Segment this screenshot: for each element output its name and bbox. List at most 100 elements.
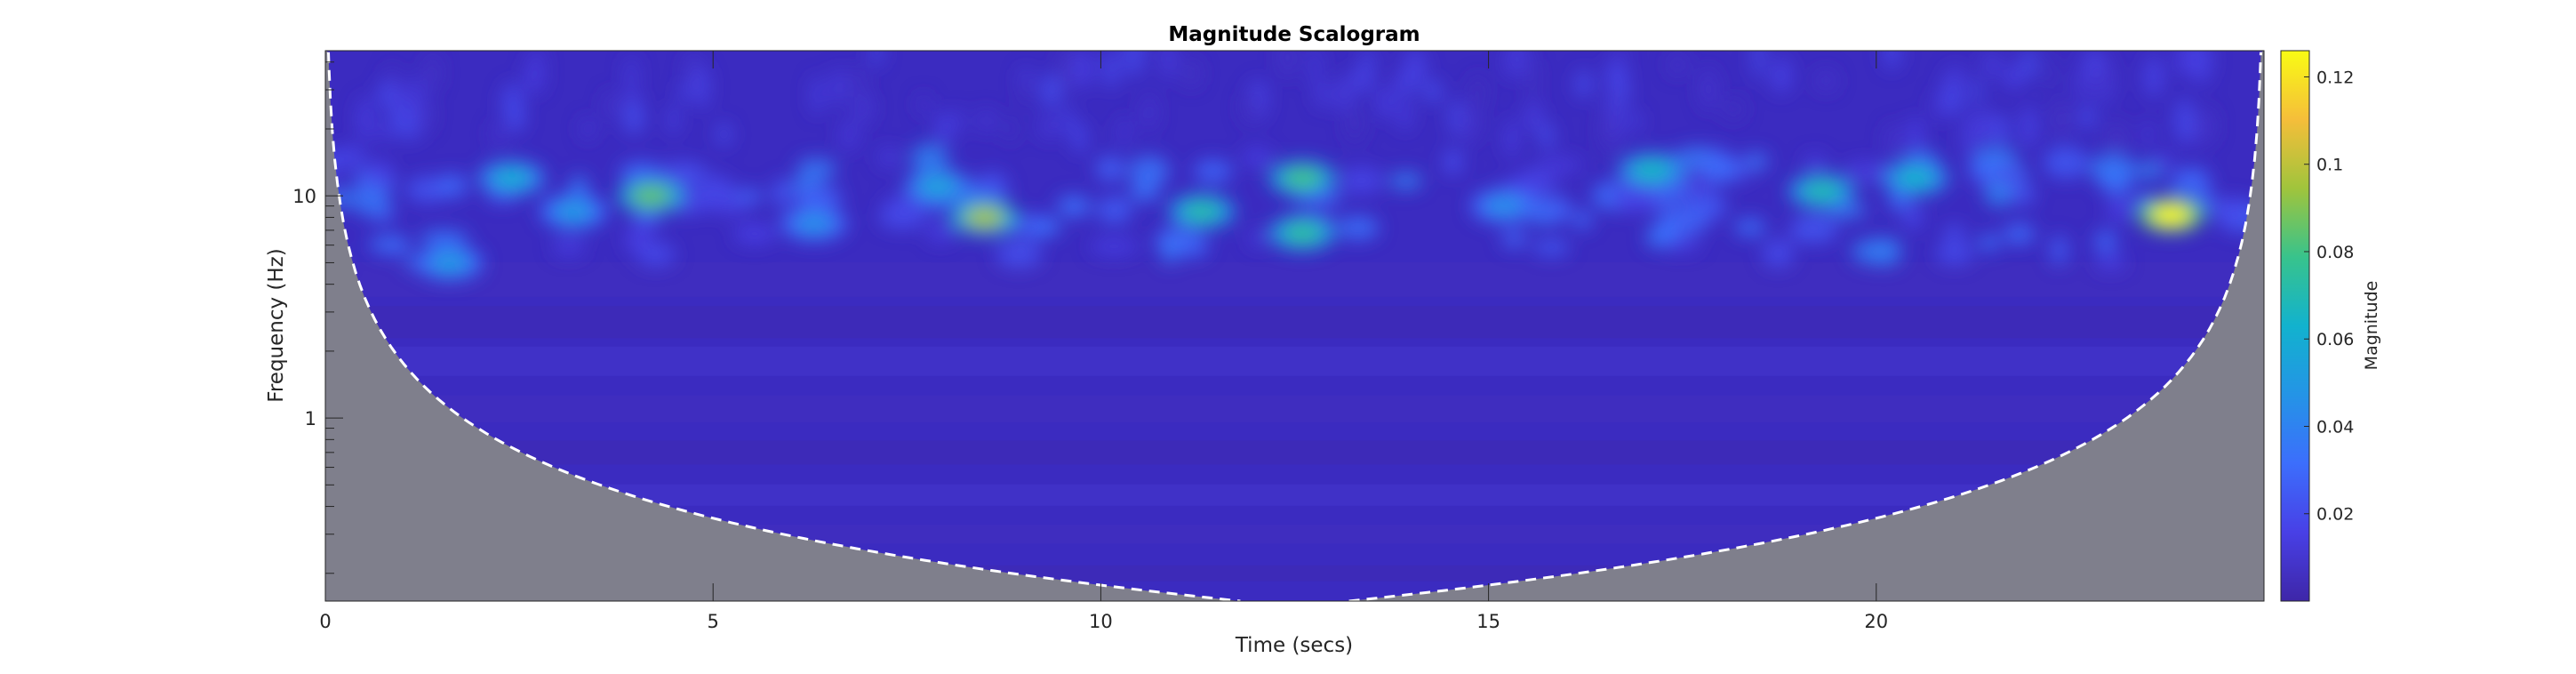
scalogram-speckle bbox=[2213, 197, 2249, 227]
scalogram-speckle bbox=[356, 96, 373, 142]
scalogram-speckle bbox=[1572, 210, 1593, 230]
scalogram-speckle bbox=[393, 90, 411, 112]
scalogram-speckle bbox=[2141, 121, 2155, 147]
scalogram-band bbox=[325, 306, 2264, 339]
scalogram-speckle bbox=[2021, 51, 2037, 79]
scalogram-speckle bbox=[1117, 116, 1132, 148]
scalogram-speckle bbox=[1160, 51, 1176, 79]
scalogram-speckle bbox=[1763, 239, 1794, 268]
scalogram-speckle bbox=[1599, 109, 1617, 155]
hotspot bbox=[554, 200, 594, 222]
scalogram-speckle bbox=[1977, 234, 2001, 252]
scalogram-speckle bbox=[351, 187, 390, 217]
scalogram-speckle bbox=[1505, 118, 1518, 159]
scalogram-speckle bbox=[2168, 178, 2212, 197]
scalogram-speckle bbox=[1868, 237, 1903, 267]
scalogram-speckle bbox=[1004, 115, 1017, 143]
scalogram-speckle bbox=[795, 185, 844, 210]
scalogram-speckle bbox=[870, 51, 883, 67]
chart-title: Magnitude Scalogram bbox=[1168, 23, 1420, 46]
scalogram-speckle bbox=[1699, 67, 1718, 111]
scalogram-speckle bbox=[1614, 51, 1627, 64]
scalogram-speckle bbox=[1041, 73, 1061, 108]
scalogram-speckle bbox=[925, 221, 956, 244]
colorbar-tick-label: 0.1 bbox=[2316, 156, 2343, 175]
scalogram-speckle bbox=[2191, 51, 2212, 84]
hotspot bbox=[492, 167, 532, 189]
y-tick-label: 10 bbox=[292, 186, 316, 207]
cone-of-influence-shading bbox=[325, 51, 2264, 601]
scalogram-speckle bbox=[1701, 153, 1741, 183]
scalogram-speckle bbox=[1388, 172, 1423, 190]
scalogram-speckle bbox=[1803, 154, 1828, 170]
scalogram-speckle bbox=[1056, 195, 1092, 217]
scalogram-speckle bbox=[936, 111, 952, 146]
colorbar-tick-label: 0.06 bbox=[2316, 330, 2354, 349]
y-axis-ticks: 1 10 bbox=[292, 61, 343, 574]
scalogram-speckle bbox=[1967, 157, 2004, 177]
scalogram-speckle bbox=[368, 235, 412, 254]
scalogram-speckle bbox=[367, 160, 394, 187]
scalogram-speckle bbox=[1141, 92, 1157, 132]
scalogram-speckle bbox=[2050, 235, 2068, 266]
scalogram-speckle bbox=[1536, 156, 1584, 174]
scalogram-speckle bbox=[1943, 224, 1965, 243]
scalogram-speckle bbox=[1423, 79, 1443, 104]
scalogram-speckle bbox=[1723, 98, 1745, 120]
scalogram-speckle bbox=[977, 108, 996, 133]
y-axis-label: Frequency (Hz) bbox=[265, 248, 288, 402]
scalogram-speckle bbox=[378, 79, 393, 111]
hotspot bbox=[794, 213, 834, 235]
scalogram-speckle bbox=[1972, 109, 1996, 142]
scalogram-speckle bbox=[328, 146, 367, 169]
scalogram-speckle bbox=[1774, 56, 1791, 94]
scalogram-speckle bbox=[1605, 84, 1622, 114]
x-axis-label: Time (secs) bbox=[1235, 634, 1353, 657]
scalogram-speckle bbox=[996, 240, 1043, 269]
colorbar: 0.02 0.04 0.06 0.08 0.1 0.12 Magnitude bbox=[2280, 50, 2381, 602]
scalogram-speckle bbox=[2074, 64, 2094, 103]
hotspot bbox=[631, 185, 671, 207]
scalogram-speckle bbox=[490, 121, 507, 147]
scalogram-speckle bbox=[1376, 87, 1395, 119]
scalogram-speckle bbox=[1038, 113, 1060, 140]
scalogram-speckle bbox=[1182, 59, 1201, 88]
x-tick-label: 10 bbox=[1089, 611, 1113, 632]
scalogram-speckle bbox=[884, 195, 925, 215]
scalogram-speckle bbox=[2135, 161, 2163, 180]
scalogram-speckle bbox=[532, 51, 544, 89]
scalogram-speckle bbox=[552, 236, 586, 257]
hotspot bbox=[1802, 180, 1842, 202]
scalogram-speckle bbox=[1309, 51, 1322, 90]
scalogram-speckle bbox=[426, 52, 440, 92]
scalogram-speckle bbox=[1089, 237, 1140, 256]
scalogram-speckle bbox=[852, 90, 874, 125]
scalogram-speckle bbox=[1402, 74, 1412, 100]
y-tick-label: 1 bbox=[305, 408, 316, 429]
colorbar-tick-label: 0.12 bbox=[2316, 68, 2354, 87]
x-tick-label: 5 bbox=[708, 611, 719, 632]
scalogram-speckle bbox=[623, 102, 644, 135]
scalogram-speckle bbox=[624, 228, 653, 253]
scalogram-speckle bbox=[580, 117, 596, 140]
scalogram-speckle bbox=[1335, 75, 1353, 113]
scalogram-speckle bbox=[975, 173, 1009, 205]
scalogram-speckle bbox=[2107, 196, 2132, 221]
scalogram-speckle bbox=[658, 162, 708, 186]
x-tick-label: 0 bbox=[319, 611, 331, 632]
scalogram-speckle bbox=[733, 223, 776, 245]
hotspot bbox=[429, 252, 469, 274]
scalogram-speckle bbox=[1508, 51, 1530, 79]
scalogram-speckle bbox=[1524, 101, 1543, 132]
scalogram-speckle bbox=[917, 93, 930, 116]
scalogram-speckle bbox=[1363, 51, 1374, 75]
colorbar-tick-label: 0.04 bbox=[2316, 417, 2354, 437]
scalogram-speckle bbox=[2094, 229, 2117, 253]
scalogram-speckle bbox=[2095, 255, 2126, 270]
colorbar-tick-label: 0.02 bbox=[2316, 505, 2354, 525]
scalogram-speckle bbox=[1982, 52, 2001, 77]
scalogram-speckle bbox=[1241, 91, 1260, 125]
scalogram-band bbox=[325, 440, 2264, 465]
scalogram-speckle bbox=[2143, 55, 2164, 98]
scalogram-speckle bbox=[378, 120, 388, 143]
